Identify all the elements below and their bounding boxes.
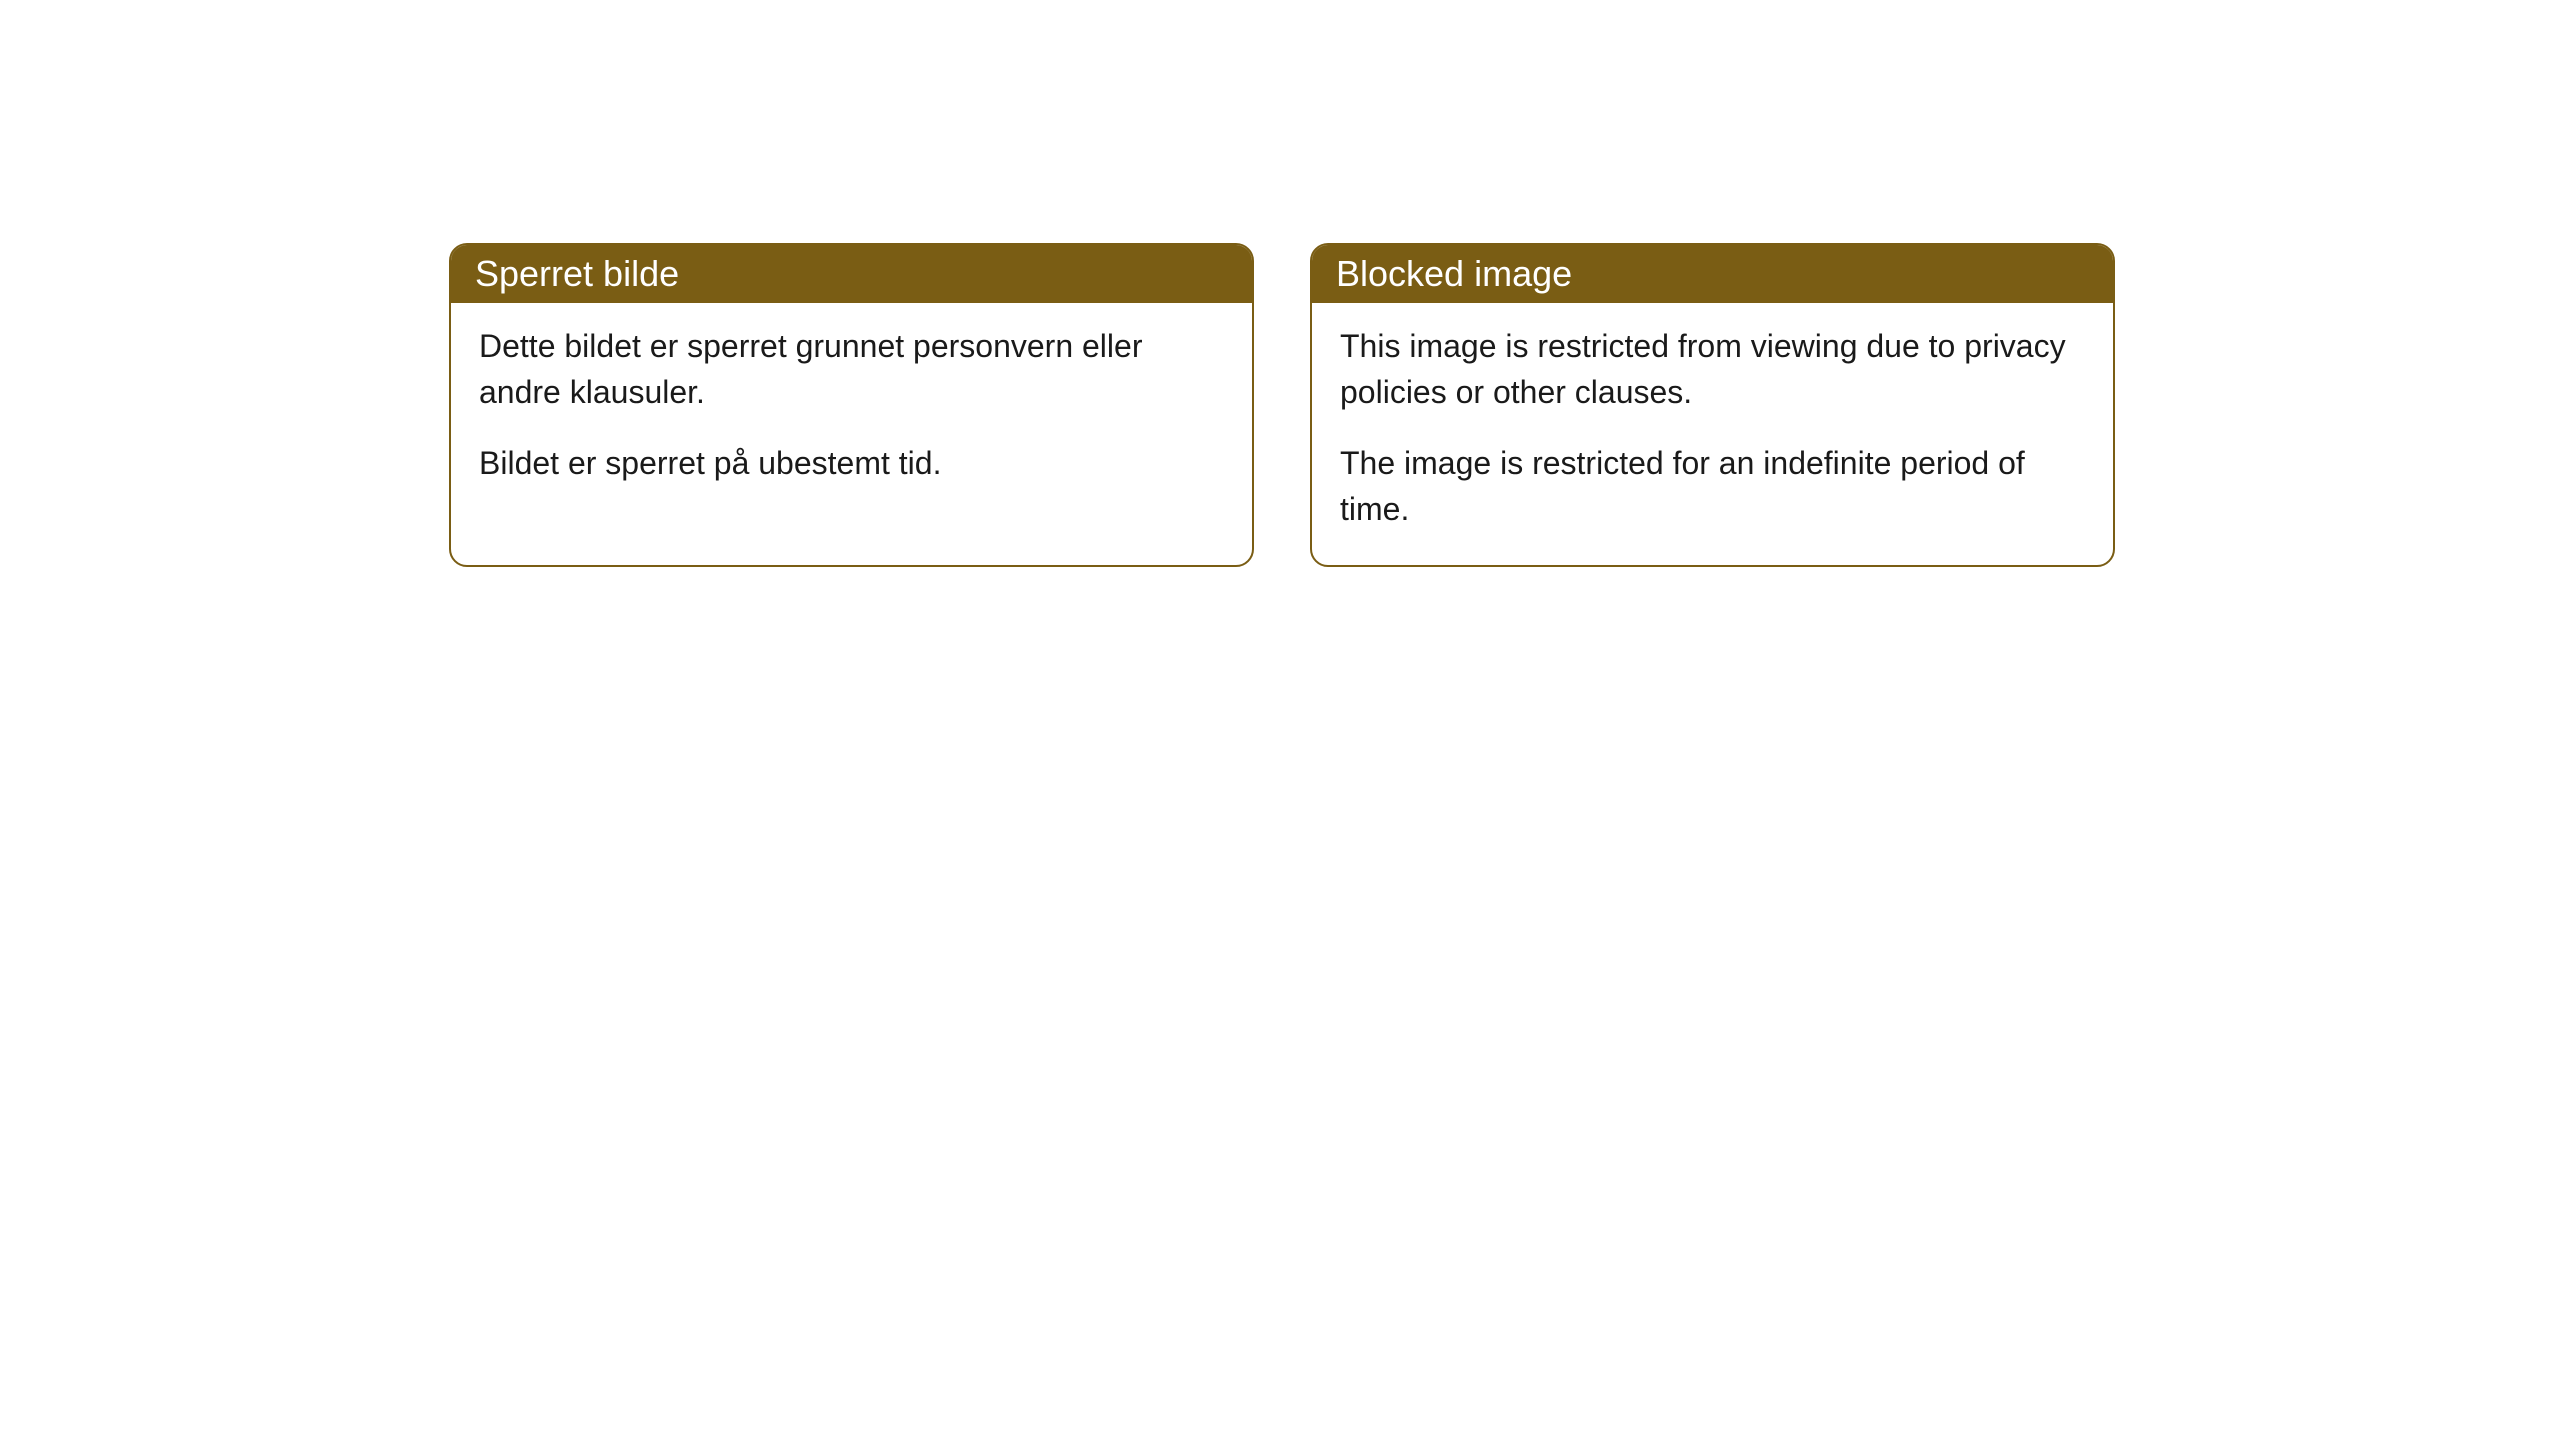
card-paragraph: The image is restricted for an indefinit… [1340,440,2085,533]
card-body: Dette bildet er sperret grunnet personve… [451,303,1252,518]
notice-cards-container: Sperret bilde Dette bildet er sperret gr… [449,243,2115,567]
card-body: This image is restricted from viewing du… [1312,303,2113,565]
card-paragraph: Bildet er sperret på ubestemt tid. [479,440,1224,486]
card-header: Sperret bilde [451,245,1252,303]
notice-card-norwegian: Sperret bilde Dette bildet er sperret gr… [449,243,1254,567]
card-title: Sperret bilde [475,253,679,294]
notice-card-english: Blocked image This image is restricted f… [1310,243,2115,567]
card-title: Blocked image [1336,253,1572,294]
card-header: Blocked image [1312,245,2113,303]
card-paragraph: This image is restricted from viewing du… [1340,323,2085,416]
card-paragraph: Dette bildet er sperret grunnet personve… [479,323,1224,416]
